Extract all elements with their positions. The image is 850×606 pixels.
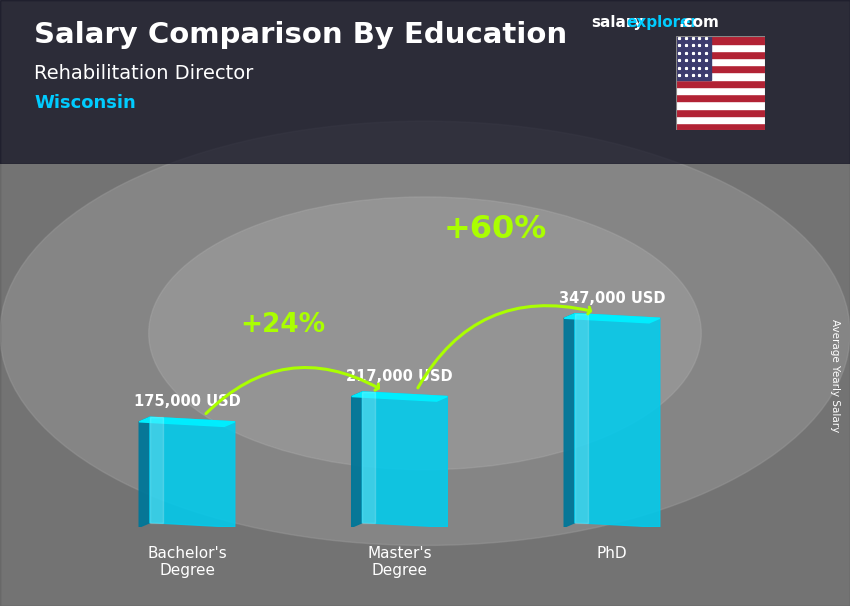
Bar (676, 108, 765, 116)
Polygon shape (564, 314, 575, 527)
Polygon shape (362, 392, 447, 527)
Text: Master's
Degree: Master's Degree (367, 546, 432, 578)
Bar (676, 94, 765, 101)
Polygon shape (575, 314, 660, 527)
Bar (676, 36, 711, 80)
Polygon shape (139, 418, 235, 427)
Text: Salary Comparison By Education: Salary Comparison By Education (34, 21, 567, 49)
Bar (676, 36, 765, 44)
Text: PhD: PhD (597, 546, 627, 561)
Text: 347,000 USD: 347,000 USD (558, 291, 666, 305)
Ellipse shape (149, 197, 701, 470)
Bar (676, 123, 765, 130)
Bar (676, 58, 765, 65)
Polygon shape (564, 314, 660, 323)
Text: +60%: +60% (444, 214, 547, 245)
Text: .com: .com (678, 15, 719, 30)
Text: Rehabilitation Director: Rehabilitation Director (34, 64, 253, 82)
Polygon shape (139, 418, 150, 527)
Bar (676, 65, 765, 73)
Polygon shape (352, 392, 447, 401)
Bar (676, 44, 765, 51)
Text: salary: salary (591, 15, 643, 30)
Polygon shape (352, 392, 362, 527)
Text: Bachelor's
Degree: Bachelor's Degree (147, 546, 227, 578)
Text: 217,000 USD: 217,000 USD (346, 369, 453, 384)
Bar (676, 87, 765, 94)
Text: Average Yearly Salary: Average Yearly Salary (830, 319, 840, 432)
Text: explorer: explorer (626, 15, 699, 30)
Bar (676, 73, 765, 80)
Text: +24%: +24% (240, 312, 326, 338)
Text: 175,000 USD: 175,000 USD (133, 395, 241, 409)
Bar (676, 80, 765, 87)
Text: Wisconsin: Wisconsin (34, 94, 136, 112)
Bar (676, 51, 765, 58)
Bar (676, 116, 765, 123)
Polygon shape (150, 418, 235, 527)
Bar (676, 101, 765, 108)
Polygon shape (362, 392, 375, 522)
Polygon shape (575, 314, 587, 522)
Polygon shape (150, 418, 162, 522)
Ellipse shape (0, 121, 850, 545)
